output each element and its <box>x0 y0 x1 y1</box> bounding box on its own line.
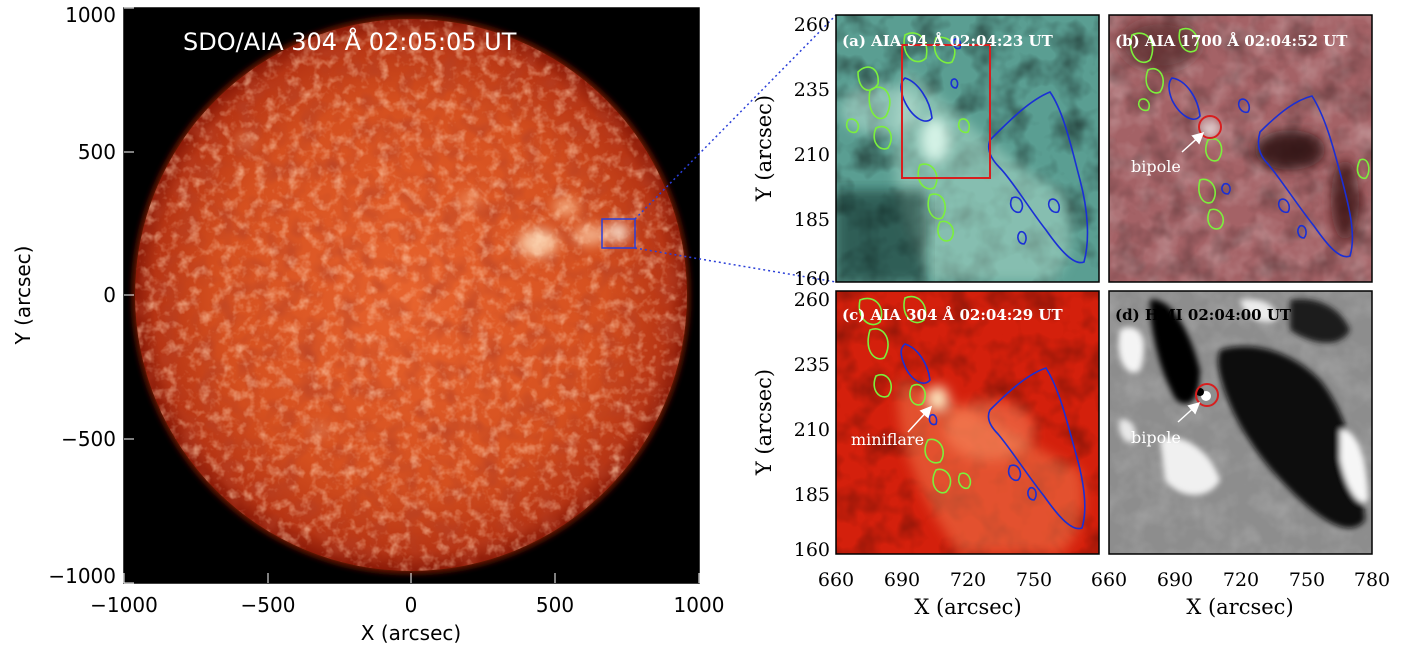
panel-d-hmi: bipole (d) HMI 02:04:00 UT <box>1108 290 1373 555</box>
x-tick-label: 690 <box>884 569 920 591</box>
y-tick-label: 500 <box>78 140 116 164</box>
panel-c-aia304: miniflare (c) AIA 304 Å 02:04:29 UT <box>835 290 1100 555</box>
y-tick-label: −1000 <box>48 564 116 588</box>
bipole-arrow <box>1177 401 1201 423</box>
x-tick-label: 0 <box>405 593 418 617</box>
full-disk-title: SDO/AIA 304 Å 02:05:05 UT <box>183 27 517 56</box>
zoom-x-tick-labels-right: 660 690 720 750 780 <box>1091 569 1390 591</box>
x-tick-label: −1000 <box>90 593 158 617</box>
zoom-y-axis-title-bottom: Y (arcsec) <box>752 369 776 476</box>
contours-negative <box>1168 77 1354 258</box>
y-tick-label: 185 <box>794 209 830 231</box>
full-disk-x-tick-labels: −1000 −500 0 500 1000 <box>90 593 724 617</box>
panel-d-label: (d) HMI 02:04:00 UT <box>1115 306 1292 324</box>
y-tick-label: 210 <box>794 144 830 166</box>
y-tick-label: 0 <box>103 283 116 307</box>
connector-lower <box>634 247 837 283</box>
panel-a-region-box <box>901 44 991 179</box>
contours-positive <box>1129 27 1370 230</box>
x-tick-label: 780 <box>1354 569 1390 591</box>
panel-a-label: (a) AIA 94 Å 02:04:23 UT <box>842 32 1054 50</box>
panel-a-aia94: (a) AIA 94 Å 02:04:23 UT <box>835 14 1100 283</box>
y-tick-label: 1000 <box>65 3 116 27</box>
full-disk-panel: SDO/AIA 304 Å 02:05:05 UT −1000 −500 0 5… <box>11 3 724 645</box>
zoom-y-tick-labels-top: 260 235 210 185 160 <box>794 14 830 290</box>
x-tick-label: 500 <box>536 593 574 617</box>
x-tick-label: 720 <box>950 569 986 591</box>
miniflare-arrow <box>907 405 933 433</box>
y-tick-label: 235 <box>794 79 830 101</box>
panel-b-aia1700: bipole (b) AIA 1700 Å 02:04:52 UT <box>1108 14 1373 283</box>
y-tick-label: 160 <box>794 268 830 290</box>
x-tick-label: 1000 <box>674 593 725 617</box>
x-tick-label: 750 <box>1289 569 1325 591</box>
y-tick-label: 160 <box>794 539 830 561</box>
bipole-marker <box>1198 115 1222 139</box>
x-tick-label: 690 <box>1157 569 1193 591</box>
panel-a-frame <box>835 14 1100 283</box>
x-tick-label: 750 <box>1016 569 1052 591</box>
panel-c-label: (c) AIA 304 Å 02:04:29 UT <box>842 306 1063 324</box>
y-tick-label: 260 <box>794 289 830 311</box>
zoom-connector-lines <box>634 14 837 283</box>
x-tick-label: −500 <box>241 593 296 617</box>
zoom-y-tick-labels-bottom: 260 235 210 185 160 <box>794 289 830 561</box>
contours-negative <box>900 343 1086 530</box>
full-disk-ticks <box>123 7 700 584</box>
full-disk-x-axis-title: X (arcsec) <box>361 621 461 645</box>
bipole-marker <box>1195 383 1219 407</box>
panel-d-annotation: bipole <box>1131 428 1181 447</box>
panel-b-label: (b) AIA 1700 Å 02:04:52 UT <box>1115 32 1348 50</box>
zoom-y-axis-title-top: Y (arcsec) <box>752 95 776 202</box>
contours-positive <box>845 32 971 242</box>
y-tick-label: 210 <box>794 419 830 441</box>
y-tick-label: −500 <box>61 427 116 451</box>
zoom-x-axis-title-left: X (arcsec) <box>914 595 1021 619</box>
zoom-region-box <box>601 218 636 249</box>
bipole-arrow <box>1181 131 1205 153</box>
contours-positive <box>858 295 972 494</box>
x-tick-label: 660 <box>1091 569 1127 591</box>
panel-d-frame <box>1108 290 1373 555</box>
x-tick-label: 660 <box>818 569 854 591</box>
panel-b-frame <box>1108 14 1373 283</box>
y-tick-label: 260 <box>794 14 830 36</box>
y-tick-label: 185 <box>794 484 830 506</box>
full-disk-y-axis-title: Y (arcsec) <box>11 246 35 346</box>
zoom-x-axis-title-right: X (arcsec) <box>1186 595 1293 619</box>
x-tick-label: 720 <box>1223 569 1259 591</box>
zoom-x-tick-labels-left: 660 690 720 750 <box>818 569 1052 591</box>
active-region-brightenings <box>236 134 629 436</box>
sun-disk <box>132 16 690 574</box>
full-disk-y-tick-labels: 1000 500 0 −500 −1000 <box>48 3 116 588</box>
y-tick-label: 235 <box>794 354 830 376</box>
panel-c-annotation: miniflare <box>851 430 924 449</box>
panel-c-frame <box>835 290 1100 555</box>
panel-b-annotation: bipole <box>1131 157 1181 176</box>
